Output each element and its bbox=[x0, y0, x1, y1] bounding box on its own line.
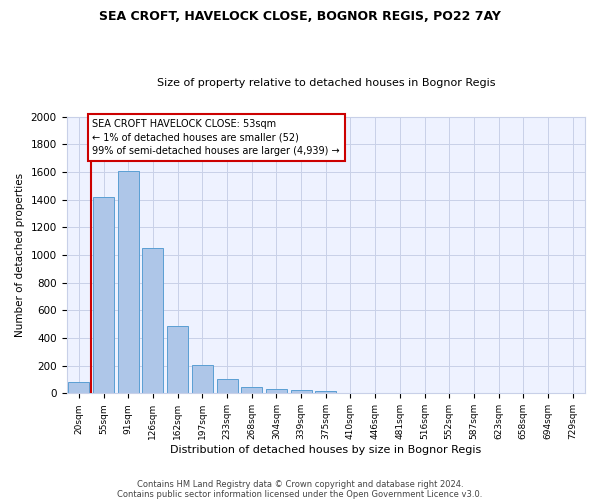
Y-axis label: Number of detached properties: Number of detached properties bbox=[15, 173, 25, 337]
Bar bbox=[68, 382, 89, 394]
Text: Contains public sector information licensed under the Open Government Licence v3: Contains public sector information licen… bbox=[118, 490, 482, 499]
Bar bbox=[290, 390, 311, 394]
Bar bbox=[118, 170, 139, 394]
Text: Contains HM Land Registry data © Crown copyright and database right 2024.: Contains HM Land Registry data © Crown c… bbox=[137, 480, 463, 489]
Bar bbox=[266, 388, 287, 394]
Bar bbox=[93, 197, 114, 394]
Bar bbox=[217, 379, 238, 394]
Bar bbox=[315, 390, 336, 394]
Bar bbox=[142, 248, 163, 394]
Text: SEA CROFT HAVELOCK CLOSE: 53sqm
← 1% of detached houses are smaller (52)
99% of : SEA CROFT HAVELOCK CLOSE: 53sqm ← 1% of … bbox=[92, 120, 340, 156]
Bar bbox=[167, 326, 188, 394]
Bar bbox=[241, 387, 262, 394]
Bar bbox=[192, 365, 213, 394]
X-axis label: Distribution of detached houses by size in Bognor Regis: Distribution of detached houses by size … bbox=[170, 445, 481, 455]
Title: Size of property relative to detached houses in Bognor Regis: Size of property relative to detached ho… bbox=[157, 78, 495, 88]
Text: SEA CROFT, HAVELOCK CLOSE, BOGNOR REGIS, PO22 7AY: SEA CROFT, HAVELOCK CLOSE, BOGNOR REGIS,… bbox=[99, 10, 501, 23]
